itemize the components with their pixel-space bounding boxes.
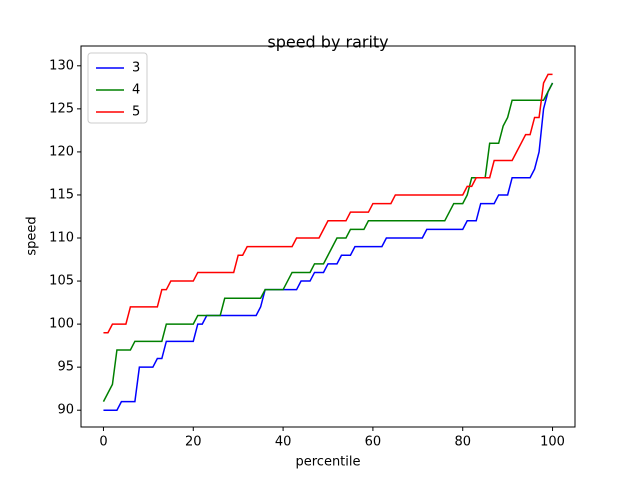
chart-title: speed by rarity bbox=[267, 33, 388, 52]
y-tick-label: 115 bbox=[49, 187, 74, 202]
y-tick-label: 130 bbox=[49, 58, 74, 73]
y-tick-label: 110 bbox=[49, 231, 74, 246]
y-tick-label: 125 bbox=[49, 101, 74, 116]
y-tick-label: 100 bbox=[49, 317, 74, 332]
y-tick-label: 90 bbox=[57, 403, 74, 418]
y-axis-label: speed bbox=[25, 216, 40, 255]
y-tick-label: 120 bbox=[49, 144, 74, 159]
x-tick-label: 20 bbox=[185, 435, 202, 450]
x-tick-label: 60 bbox=[365, 435, 382, 450]
y-tick-label: 105 bbox=[49, 274, 74, 289]
legend-box bbox=[87, 52, 148, 124]
legend-label: 5 bbox=[132, 105, 140, 120]
x-axis-label: percentile bbox=[295, 455, 360, 470]
x-tick-label: 80 bbox=[454, 435, 471, 450]
legend-label: 4 bbox=[132, 83, 140, 98]
x-tick-label: 0 bbox=[99, 435, 107, 450]
y-tick-label: 95 bbox=[57, 360, 74, 375]
axes-frame bbox=[80, 45, 576, 428]
x-tick-label: 100 bbox=[540, 435, 565, 450]
x-tick-label: 40 bbox=[275, 435, 292, 450]
series-line bbox=[103, 73, 553, 334]
series-line bbox=[103, 82, 554, 411]
legend-label: 3 bbox=[132, 61, 140, 76]
series-line bbox=[102, 82, 554, 402]
